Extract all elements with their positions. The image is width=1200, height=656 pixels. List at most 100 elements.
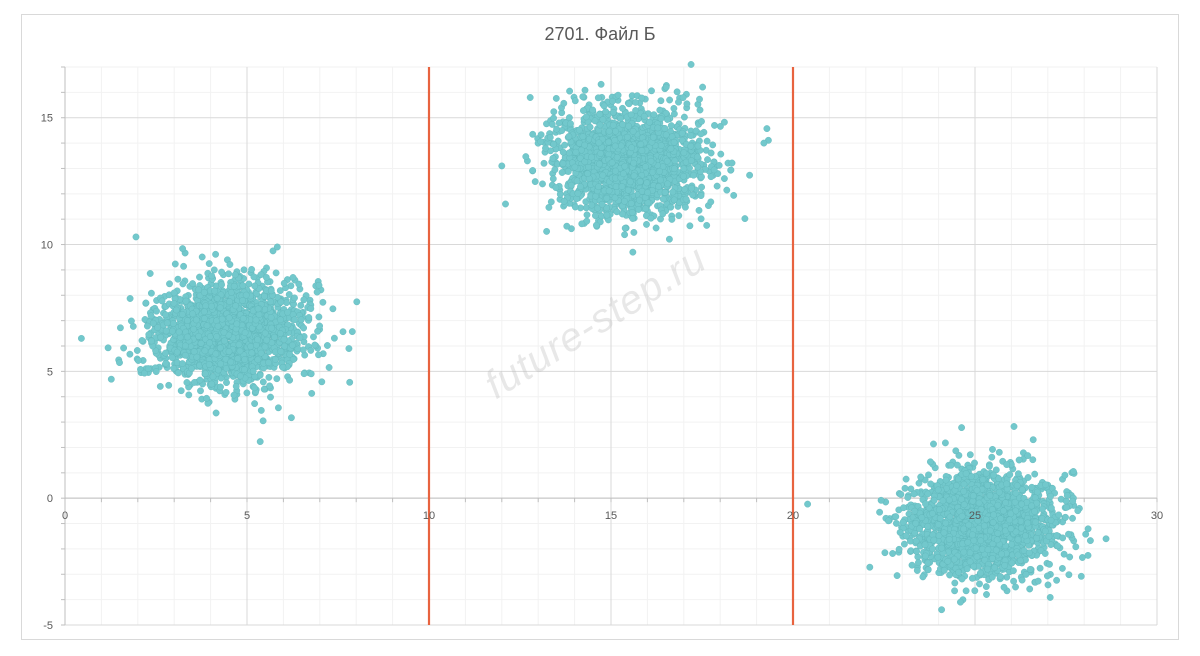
data-point: [589, 106, 597, 114]
data-point: [629, 215, 637, 222]
data-point: [239, 315, 247, 322]
data-point: [284, 308, 291, 316]
data-point: [144, 365, 152, 372]
data-point: [683, 100, 691, 108]
data-point: [281, 342, 288, 350]
data-point: [707, 198, 715, 206]
data-point: [636, 178, 644, 186]
data-point: [316, 322, 323, 330]
data-point: [565, 133, 573, 140]
chart-title: 2701. Файл Б: [544, 24, 656, 44]
data-point: [571, 203, 579, 211]
data-point: [182, 297, 190, 305]
data-point: [318, 378, 326, 386]
data-point: [252, 316, 260, 324]
data-point: [267, 287, 275, 295]
data-point: [243, 389, 251, 397]
data-point: [663, 157, 671, 165]
data-point: [566, 114, 573, 122]
data-point: [578, 220, 586, 228]
data-point: [577, 183, 584, 191]
data-point: [178, 360, 186, 367]
data-point: [650, 133, 657, 141]
data-point: [201, 370, 209, 378]
data-point: [223, 379, 230, 386]
data-point: [608, 159, 616, 167]
data-point: [670, 138, 678, 146]
data-point: [1072, 543, 1080, 551]
data-point: [612, 167, 619, 175]
data-point: [667, 145, 675, 153]
data-point: [572, 148, 580, 156]
data-point: [267, 314, 275, 321]
data-point: [727, 166, 735, 174]
data-point: [657, 142, 665, 149]
data-point: [205, 361, 213, 368]
data-point: [296, 334, 304, 341]
data-point: [205, 260, 213, 267]
data-point: [951, 579, 959, 587]
data-point: [235, 341, 243, 349]
data-point: [621, 162, 629, 170]
data-point: [203, 394, 211, 402]
data-point: [295, 280, 303, 288]
data-point: [564, 168, 572, 175]
data-point: [612, 127, 619, 135]
data-point: [746, 171, 753, 179]
data-point: [120, 344, 128, 352]
data-point: [339, 328, 347, 336]
data-point: [560, 99, 568, 107]
data-point: [214, 366, 222, 374]
data-point: [646, 118, 653, 126]
data-point: [625, 100, 633, 108]
data-point: [262, 273, 270, 281]
data-point: [174, 369, 182, 377]
data-point: [154, 324, 161, 331]
data-point: [208, 302, 216, 310]
data-point: [162, 359, 170, 367]
data-point: [597, 150, 604, 157]
data-point: [213, 333, 221, 340]
data-point: [257, 271, 265, 278]
data-point: [603, 194, 611, 202]
data-point: [664, 180, 671, 188]
data-point: [1070, 468, 1077, 475]
data-point: [188, 365, 196, 372]
data-point: [571, 163, 579, 171]
data-point: [189, 280, 197, 287]
data-point: [596, 160, 603, 168]
data-point: [558, 169, 566, 176]
data-point: [1066, 553, 1074, 561]
data-point: [173, 348, 181, 356]
data-point: [280, 335, 288, 343]
data-point: [605, 127, 613, 135]
data-point: [650, 111, 658, 119]
data-point: [529, 130, 537, 138]
data-point: [299, 346, 307, 354]
data-point: [596, 121, 604, 129]
data-point: [698, 183, 705, 191]
data-point: [682, 203, 689, 211]
data-point: [222, 388, 230, 396]
data-point: [694, 163, 702, 171]
data-point: [698, 118, 705, 125]
data-point: [723, 186, 731, 194]
data-point: [234, 355, 242, 362]
data-point: [242, 291, 250, 299]
data-point: [715, 161, 723, 169]
data-point: [126, 295, 134, 302]
data-point: [531, 178, 539, 186]
data-point: [643, 220, 650, 228]
data-point: [624, 186, 632, 194]
data-point: [690, 171, 697, 179]
data-point: [547, 198, 555, 206]
data-point: [177, 387, 185, 395]
data-point: [628, 144, 635, 152]
data-point: [579, 93, 587, 101]
data-point: [599, 171, 607, 179]
data-point: [190, 325, 198, 333]
data-point: [141, 369, 148, 377]
data-point: [657, 97, 665, 105]
data-point: [656, 106, 664, 114]
data-point: [311, 341, 319, 349]
